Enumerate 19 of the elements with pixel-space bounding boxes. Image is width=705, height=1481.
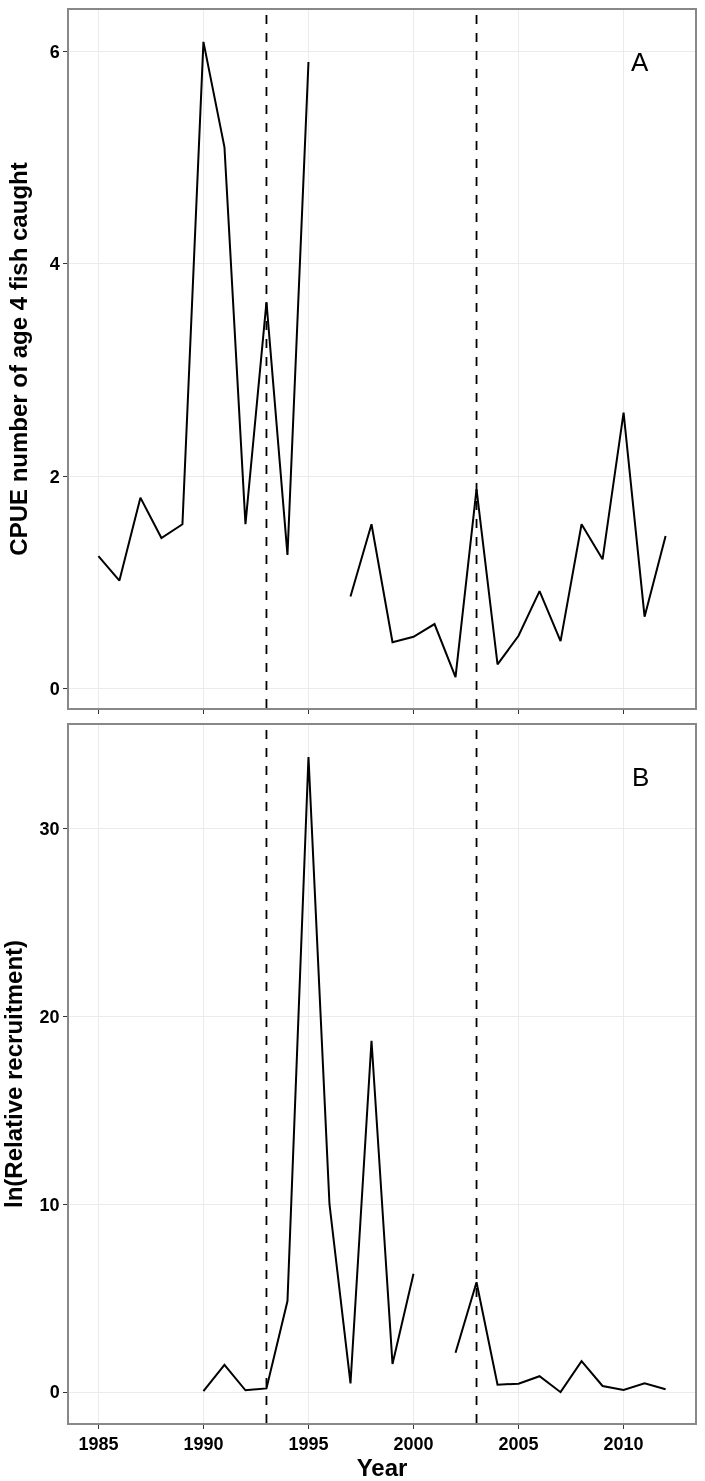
- y-tick-label: 0: [49, 1382, 60, 1403]
- x-tick-label: 1990: [183, 1434, 224, 1455]
- x-tick-label: 1995: [288, 1434, 329, 1455]
- y-axis-title: CPUE number of age 4 fish caught: [5, 162, 33, 556]
- annotation: B: [632, 762, 650, 792]
- x-tick-label: 2005: [498, 1434, 539, 1455]
- y-tick-label: 6: [49, 41, 60, 62]
- y-tick-label: 20: [39, 1006, 60, 1027]
- y-tick-label: 2: [49, 466, 60, 487]
- y-tick-label: 4: [49, 254, 60, 275]
- y-tick-label: 30: [39, 818, 60, 839]
- y-axis-title: ln(Relative recruitment): [0, 939, 27, 1209]
- y-tick-label: 10: [39, 1194, 60, 1215]
- x-axis-title: Year: [356, 1454, 408, 1481]
- x-tick-label: 2000: [393, 1434, 434, 1455]
- x-tick-label: 1985: [78, 1434, 119, 1455]
- y-tick-label: 0: [49, 679, 60, 700]
- annotation: A: [631, 47, 649, 77]
- x-tick-label: 2010: [603, 1434, 644, 1455]
